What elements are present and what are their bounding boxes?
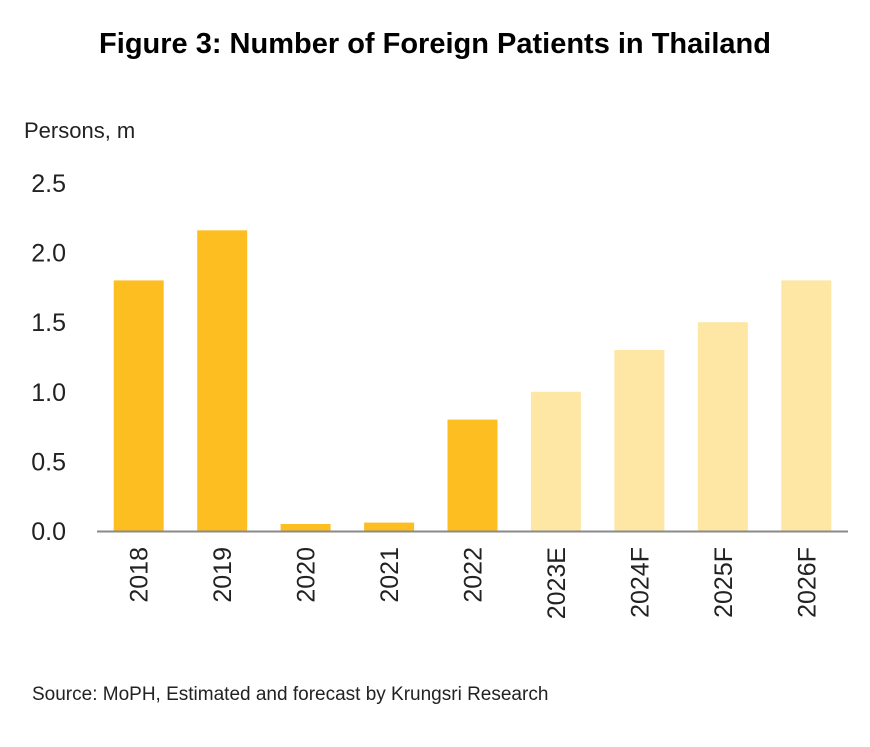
bar-2024F <box>614 350 665 531</box>
y-tick-label: 0.5 <box>31 448 66 476</box>
x-axis-categories: 2018 2019 2020 2021 2022 2023E 2024F 2025F 2026F <box>126 547 822 619</box>
x-category-label: 2025F <box>710 547 738 618</box>
x-category-label: 2018 <box>126 547 154 603</box>
x-category-label: 2021 <box>376 547 404 603</box>
bar-2018 <box>113 280 164 531</box>
x-category-label: 2023E <box>543 547 571 619</box>
bar-2022 <box>447 419 498 531</box>
bar-2026F <box>781 280 832 531</box>
source-note: Source: MoPH, Estimated and forecast by … <box>32 684 549 705</box>
y-axis-ticks: 0.0 0.5 1.0 1.5 2.0 2.5 <box>31 170 66 546</box>
y-tick-label: 0.0 <box>31 518 66 546</box>
x-category-label: 2020 <box>293 547 321 603</box>
y-tick-label: 2.0 <box>31 240 66 268</box>
y-tick-label: 1.0 <box>31 379 66 407</box>
chart-title: Figure 3: Number of Foreign Patients in … <box>99 28 771 60</box>
bar-2020 <box>280 524 331 531</box>
x-category-label: 2024F <box>626 547 654 618</box>
y-axis-unit-label: Persons, m <box>24 118 136 143</box>
x-category-label: 2022 <box>460 547 488 603</box>
bars <box>113 230 832 532</box>
bar-2021 <box>364 522 415 531</box>
bar-2019 <box>197 230 248 532</box>
bar-2025F <box>697 322 748 531</box>
x-category-label: 2019 <box>209 547 237 603</box>
y-tick-label: 1.5 <box>31 309 66 337</box>
bar-2023E <box>530 391 581 531</box>
y-tick-label: 2.5 <box>31 170 66 198</box>
x-category-label: 2026F <box>793 547 821 618</box>
